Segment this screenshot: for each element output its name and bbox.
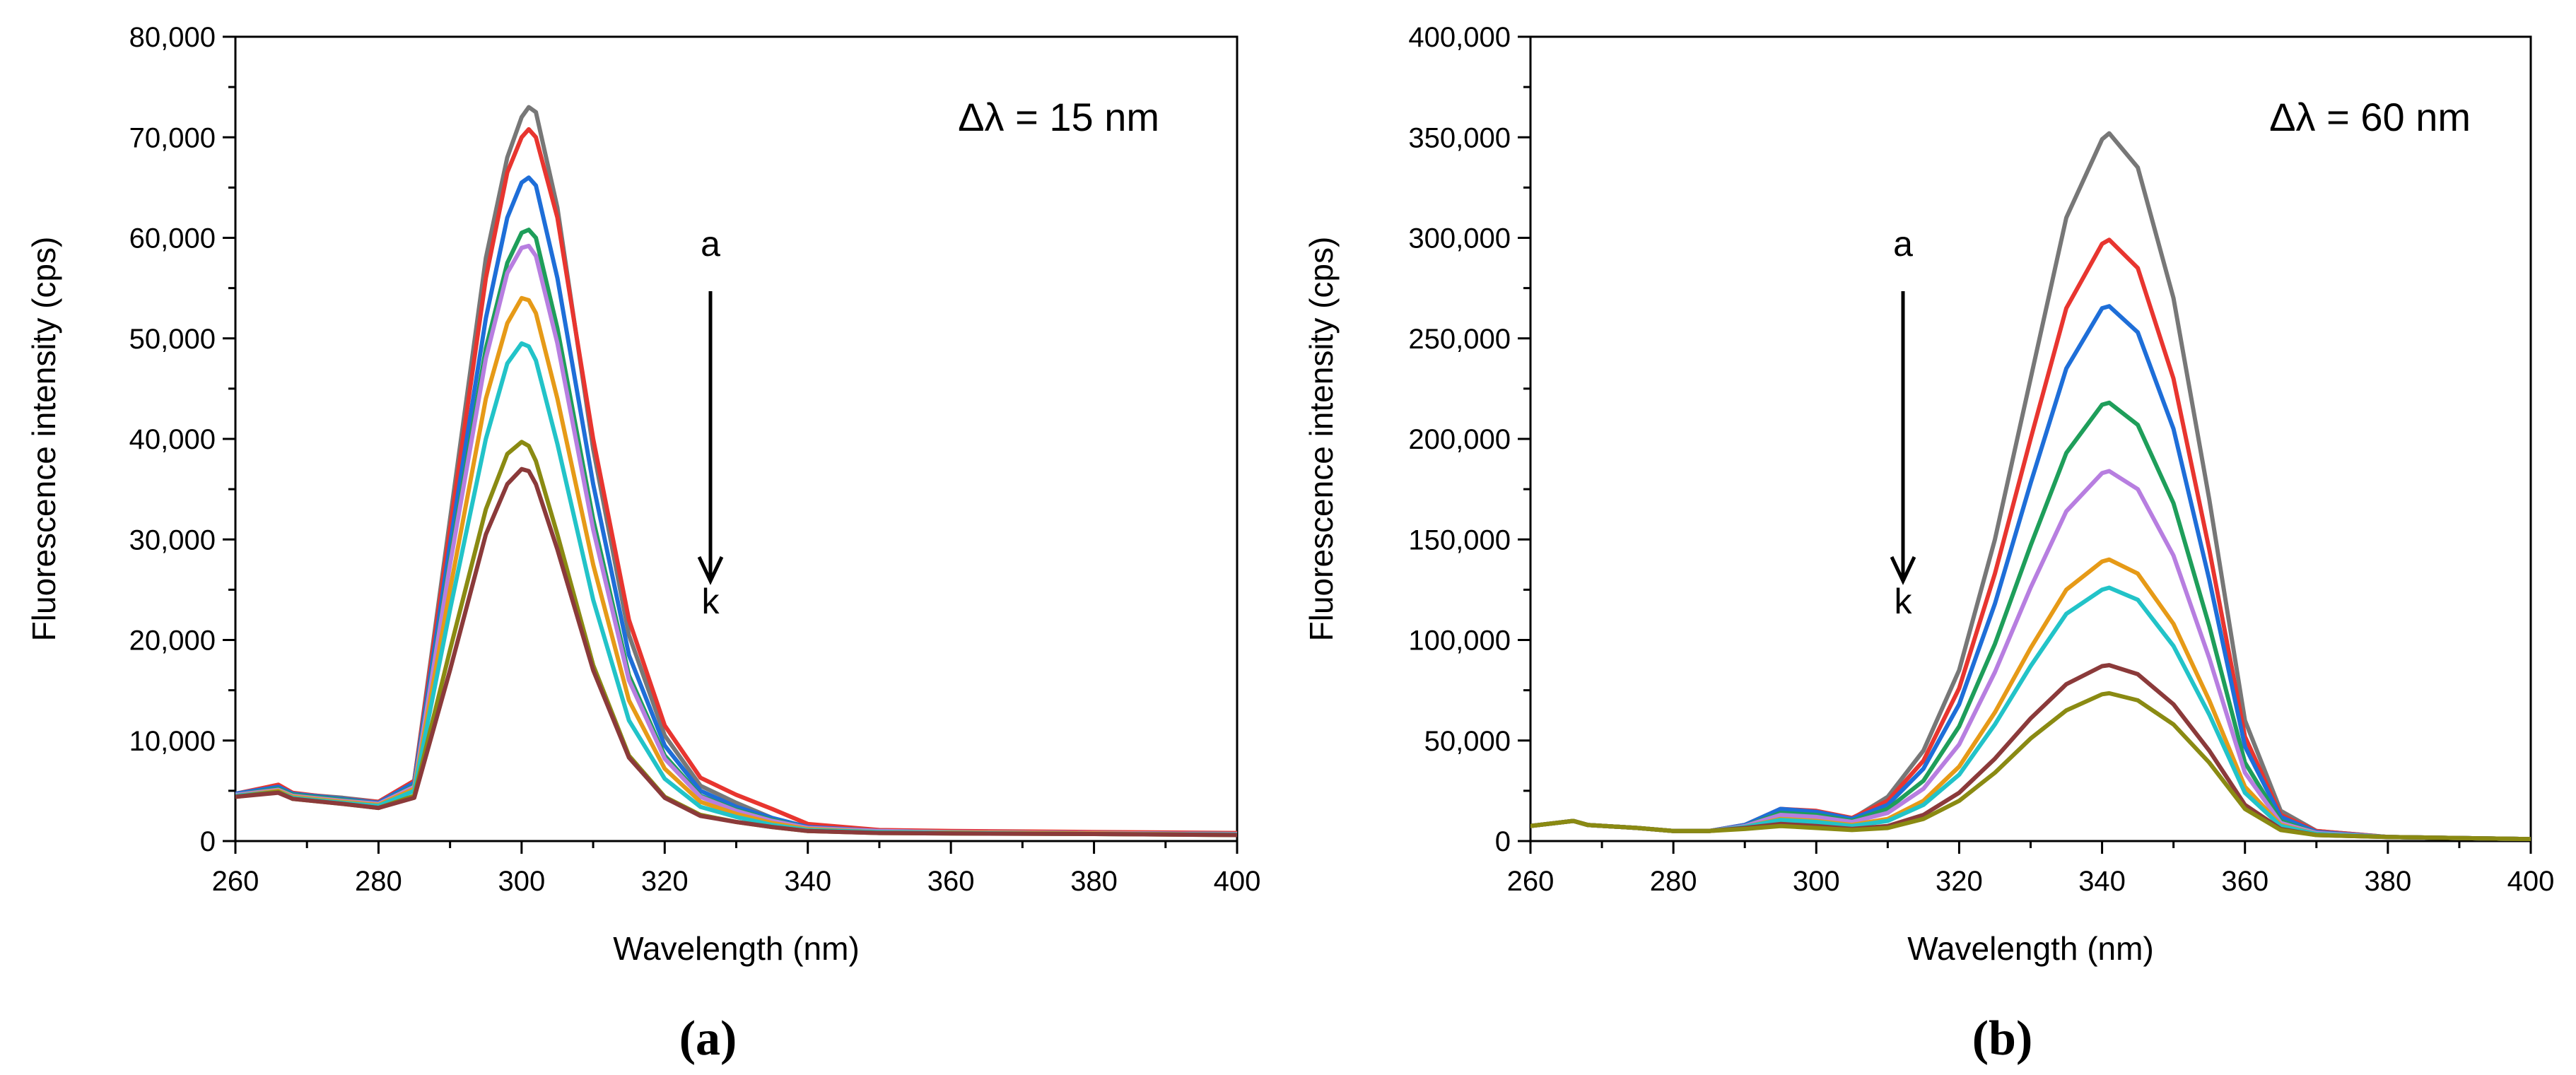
series-line-4 [235,228,1237,836]
y-tick-label: 0 [1495,826,1511,857]
series-line-2 [1530,237,2531,841]
y-tick-label: 30,000 [129,524,216,556]
x-tick-label: 320 [1936,866,1983,897]
x-tick-label: 300 [498,866,545,897]
series-line-8 [1530,663,2531,841]
series-line-7 [235,341,1237,837]
plot-frame [234,35,1239,842]
panel-label: (a) [679,1011,737,1066]
y-tick-label: 70,000 [129,122,216,153]
series-line-3 [235,175,1237,836]
x-tick-label: 400 [1214,866,1261,897]
series-line-7 [1530,585,2531,841]
trend-arrow-head [1890,556,1916,585]
delta-lambda-annotation: Δλ = 60 nm [2269,95,2471,139]
x-tick-label: 380 [2364,866,2411,897]
x-tick-label: 260 [212,866,259,897]
trend-arrow-head [697,556,724,585]
x-tick-label: 280 [355,866,402,897]
x-tick-label: 260 [1507,866,1555,897]
x-tick-label: 400 [2507,866,2555,897]
x-tick-label: 280 [1650,866,1697,897]
y-tick-label: 50,000 [1424,726,1511,757]
x-tick-label: 300 [1793,866,1840,897]
x-tick-label: 340 [2078,866,2126,897]
x-axis-title: Wavelength (nm) [613,930,860,967]
y-tick-label: 250,000 [1408,324,1511,355]
arrow-start-label: a [1893,224,1913,264]
series-line-1 [235,105,1237,836]
y-tick-label: 20,000 [129,625,216,657]
y-tick-label: 350,000 [1408,122,1511,153]
y-axis-title: Fluorescence intensity (cps) [1303,237,1340,642]
x-tick-label: 380 [1070,866,1118,897]
y-tick-label: 200,000 [1408,424,1511,455]
y-tick-label: 60,000 [129,223,216,254]
x-tick-label: 360 [927,866,975,897]
series-line-5 [1530,469,2531,841]
chart-panel-a: 0 10,000 20,000 30,000 40,000 50,000 60,000 70,… [25,22,1260,1066]
y-tick-label: 50,000 [129,324,216,355]
x-tick-label: 320 [641,866,689,897]
y-tick-label: 300,000 [1408,223,1511,254]
y-tick-label: 80,000 [129,22,216,53]
series-line-6 [235,295,1237,837]
chart-panel-b: 0 50,000 100,000 150,000 200,000 250,000 300,0… [1303,22,2554,1066]
y-tick-label: 10,000 [129,726,216,757]
series-line-6 [1530,557,2531,841]
y-tick-label: 0 [200,826,216,857]
series-line-2 [235,127,1237,835]
delta-lambda-annotation: Δλ = 15 nm [958,95,1159,139]
x-tick-label: 340 [784,866,831,897]
y-tick-label: 100,000 [1408,625,1511,657]
y-axis-title: Fluorescence intensity (cps) [25,237,62,642]
arrow-end-label: k [702,582,720,621]
y-tick-label: 400,000 [1408,22,1511,53]
series-line-9 [235,466,1237,838]
series-line-5 [235,243,1237,836]
series-line-8 [235,440,1237,838]
series-line-4 [1530,400,2531,841]
series-line-9 [1530,691,2531,841]
y-tick-label: 150,000 [1408,524,1511,556]
arrow-end-label: k [1895,582,1913,621]
x-axis-title: Wavelength (nm) [1907,930,2154,967]
panel-label: (b) [1972,1011,2033,1066]
x-tick-label: 360 [2221,866,2268,897]
y-tick-label: 40,000 [129,424,216,455]
arrow-start-label: a [701,224,720,264]
